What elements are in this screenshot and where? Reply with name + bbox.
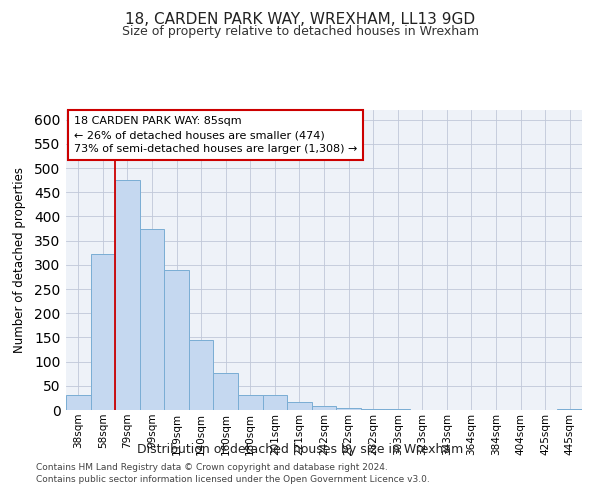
Bar — [312, 406, 336, 410]
Bar — [91, 254, 115, 410]
Bar — [287, 402, 312, 410]
Text: Size of property relative to detached houses in Wrexham: Size of property relative to detached ho… — [121, 25, 479, 38]
Bar — [361, 408, 385, 410]
Bar — [238, 394, 263, 410]
Text: Contains public sector information licensed under the Open Government Licence v3: Contains public sector information licen… — [36, 475, 430, 484]
Bar — [164, 270, 189, 410]
Bar — [66, 394, 91, 410]
Bar — [115, 180, 140, 410]
Bar — [140, 228, 164, 410]
Text: 18, CARDEN PARK WAY, WREXHAM, LL13 9GD: 18, CARDEN PARK WAY, WREXHAM, LL13 9GD — [125, 12, 475, 28]
Text: 18 CARDEN PARK WAY: 85sqm
← 26% of detached houses are smaller (474)
73% of semi: 18 CARDEN PARK WAY: 85sqm ← 26% of detac… — [74, 116, 357, 154]
Bar — [385, 409, 410, 410]
Bar — [336, 408, 361, 410]
Bar — [214, 372, 238, 410]
Bar — [557, 409, 582, 410]
Text: Contains HM Land Registry data © Crown copyright and database right 2024.: Contains HM Land Registry data © Crown c… — [36, 464, 388, 472]
Y-axis label: Number of detached properties: Number of detached properties — [13, 167, 26, 353]
Bar — [263, 396, 287, 410]
Bar — [189, 340, 214, 410]
Text: Distribution of detached houses by size in Wrexham: Distribution of detached houses by size … — [137, 442, 463, 456]
